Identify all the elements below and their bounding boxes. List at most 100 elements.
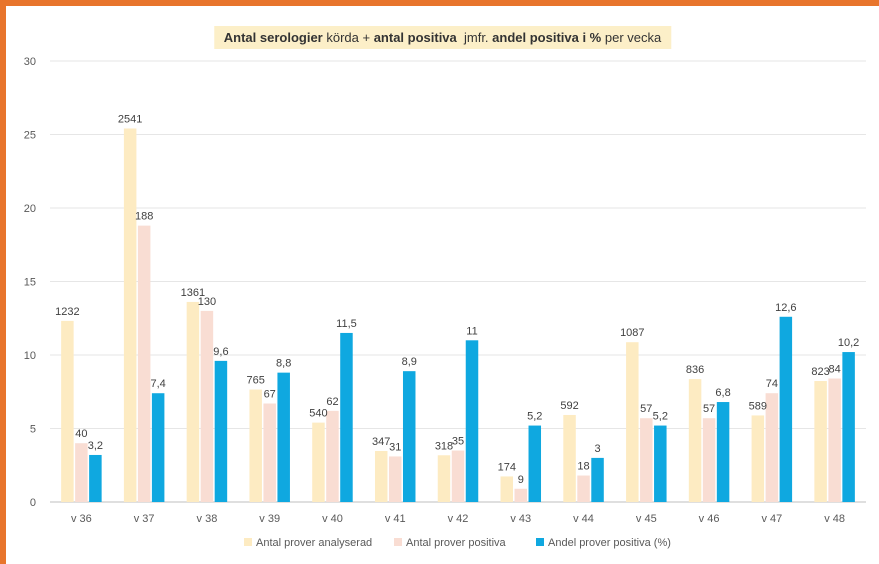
bar [814,381,827,502]
title-part: andel positiva i % [492,30,602,45]
bar [465,340,479,502]
bar [765,393,779,502]
data-label: 62 [326,396,338,408]
data-label: 11,5 [336,318,357,330]
data-label: 174 [498,461,516,473]
data-label: 35 [452,436,464,448]
data-label: 8,9 [402,356,417,368]
data-label: 765 [247,375,265,387]
bar [528,425,542,502]
bar [214,360,228,502]
bar [640,418,653,502]
x-tick-label: v 42 [448,513,469,525]
y-tick-label: 5 [30,424,36,436]
bar [249,389,262,502]
x-tick-label: v 39 [259,513,280,525]
x-tick-label: v 43 [510,513,531,525]
bar [514,488,528,502]
bars [61,128,855,502]
x-tick-label: v 37 [134,513,155,525]
data-label: 347 [372,436,390,448]
data-label: 12,6 [775,302,796,314]
x-tick-label: v 38 [197,513,218,525]
data-label: 74 [766,378,778,390]
bar [842,352,855,502]
data-label: 592 [560,400,578,412]
bar [716,402,730,502]
bar [374,450,388,502]
data-label: 8,8 [276,358,291,370]
legend-label: Andel prover positiva (%) [548,537,671,549]
title-part: jmfr. [456,30,493,45]
data-label: 7,4 [151,378,166,390]
bar [137,225,151,502]
bar [61,320,74,502]
data-label: 9,6 [213,346,228,358]
data-label: 1232 [55,306,79,318]
bar [702,418,716,502]
data-label: 40 [75,428,87,440]
data-label: 10,2 [838,337,859,349]
bar [186,301,200,502]
bar [402,371,416,502]
title-part: antal positiva [373,30,457,45]
x-tick-label: v 40 [322,513,343,525]
data-label: 67 [264,389,276,401]
x-axis-ticks: v 36 v 37 v 38 v 39 v 40 v 41 v 42 v 43 v 44 v 45… [71,513,845,525]
bar [563,414,576,502]
bar [451,450,465,502]
bar [340,332,353,502]
y-axis-ticks: 0 5 10 15 20 25 30 [24,56,36,509]
data-label: 589 [749,400,767,412]
x-tick-label: v 44 [573,513,594,525]
bar [437,455,451,502]
data-label: 836 [686,364,704,376]
y-tick-label: 25 [24,130,36,142]
bar [751,415,765,502]
data-label: 5,2 [653,411,668,423]
legend: Antal prover analyserad Antal prover posi… [244,537,671,549]
legend-label: Antal prover analyserad [256,537,372,549]
legend-swatch [244,538,252,546]
data-label: 31 [389,441,401,453]
data-label: 57 [640,403,652,415]
y-tick-label: 15 [24,277,36,289]
data-label: 2541 [118,113,142,125]
data-label: 130 [198,296,216,308]
x-tick-label: v 36 [71,513,92,525]
bar [388,456,402,502]
data-label: 9 [518,474,524,486]
bar [779,316,793,502]
bar [123,128,137,502]
bar [326,410,339,502]
y-tick-label: 0 [30,497,36,509]
y-tick-label: 30 [24,56,36,68]
data-label: 6,8 [715,387,730,399]
x-tick-label: v 46 [699,513,720,525]
data-label: 318 [435,440,453,452]
title-part: Antal serologier [223,30,323,45]
gridlines [50,60,866,503]
chart-title: Antal serologier körda + antal positiva … [213,26,672,49]
x-tick-label: v 45 [636,513,657,525]
data-label: 823 [811,366,829,378]
data-label: 188 [135,211,153,223]
legend-swatch [536,538,544,546]
bar [312,422,325,502]
data-label: 1361 [181,287,205,299]
bar [828,378,841,502]
data-label: 3,2 [88,440,103,452]
data-label: 18 [577,461,589,473]
bar [89,454,102,502]
title-part: körda + [322,30,374,45]
bar [626,342,639,502]
bar [263,403,276,502]
data-label: 5,2 [527,411,542,423]
bar [688,379,702,502]
legend-swatch [394,538,402,546]
legend-label: Antal prover positiva [406,537,507,549]
data-label: 57 [703,403,715,415]
data-label: 11 [466,325,477,337]
title-part: per vecka [601,30,662,45]
